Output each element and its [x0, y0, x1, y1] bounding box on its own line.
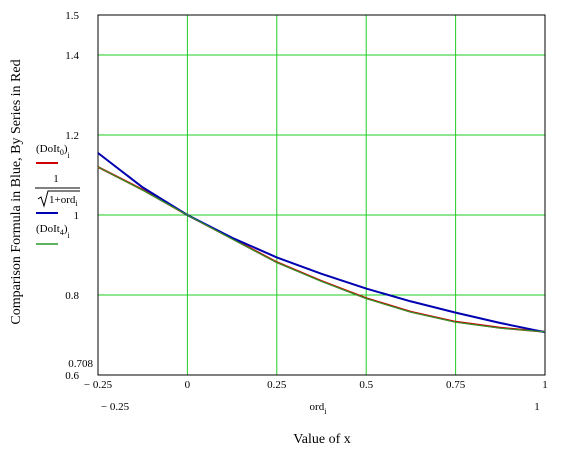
- x-tick-label: 0: [185, 379, 191, 391]
- x-tick-label: − 0.25: [84, 379, 113, 391]
- legend-label-doit4: (DoIt4)i: [36, 223, 71, 240]
- y-tick-label: 1.4: [65, 50, 79, 62]
- y-tick-label: 1.2: [65, 130, 79, 142]
- x-tick-label: 0.25: [267, 379, 287, 391]
- x-tick-label: 1: [542, 379, 548, 391]
- legend-entry-series: (DoIt0)i: [36, 143, 71, 164]
- legend-label-formula-numerator: 1: [53, 173, 59, 185]
- x-range-center-label: ordi: [310, 401, 328, 416]
- x-range-right-label: 1: [534, 401, 540, 413]
- x-tick-label: 0.75: [446, 379, 466, 391]
- y-tick-label: 1: [74, 210, 80, 222]
- x-axis-title: Value of x: [293, 432, 351, 447]
- series-lines: [97, 152, 546, 334]
- y-tick-label: 1.5: [65, 10, 79, 22]
- series-line-0: [97, 166, 546, 333]
- y-tick-label: 0.8: [65, 290, 79, 302]
- plot-frame: [97, 14, 546, 376]
- x-range-center-sub: i: [324, 407, 327, 416]
- legend: (DoIt0)i 1 1+ordi (DoIt4)i: [35, 143, 80, 245]
- sqrt-symbol-icon: [37, 190, 80, 208]
- x-range-left-label: − 0.25: [101, 401, 130, 413]
- legend-entry-formula: 1 1+ordi: [35, 173, 80, 214]
- x-range-center-main: ord: [310, 401, 325, 413]
- legend-entry-doit4: (DoIt4)i: [36, 223, 71, 245]
- series-line-2: [97, 166, 546, 333]
- series-line-1: [97, 152, 546, 334]
- tick-labels: − 0.25 0 0.25 0.5 0.75 1 0.6 0.8 1 1.2 1.4 1.5: [65, 10, 548, 391]
- y-tick-label: 0.6: [65, 370, 79, 382]
- y-marker-label: 0.708: [68, 358, 93, 370]
- y-axis-title: Comparison Formula in Blue, By Series in…: [9, 59, 24, 324]
- legend-label-series: (DoIt0)i: [36, 143, 71, 160]
- grid: [97, 14, 546, 376]
- legend-label-formula-radicand: 1+ordi: [49, 194, 78, 208]
- x-tick-label: 0.5: [359, 379, 373, 391]
